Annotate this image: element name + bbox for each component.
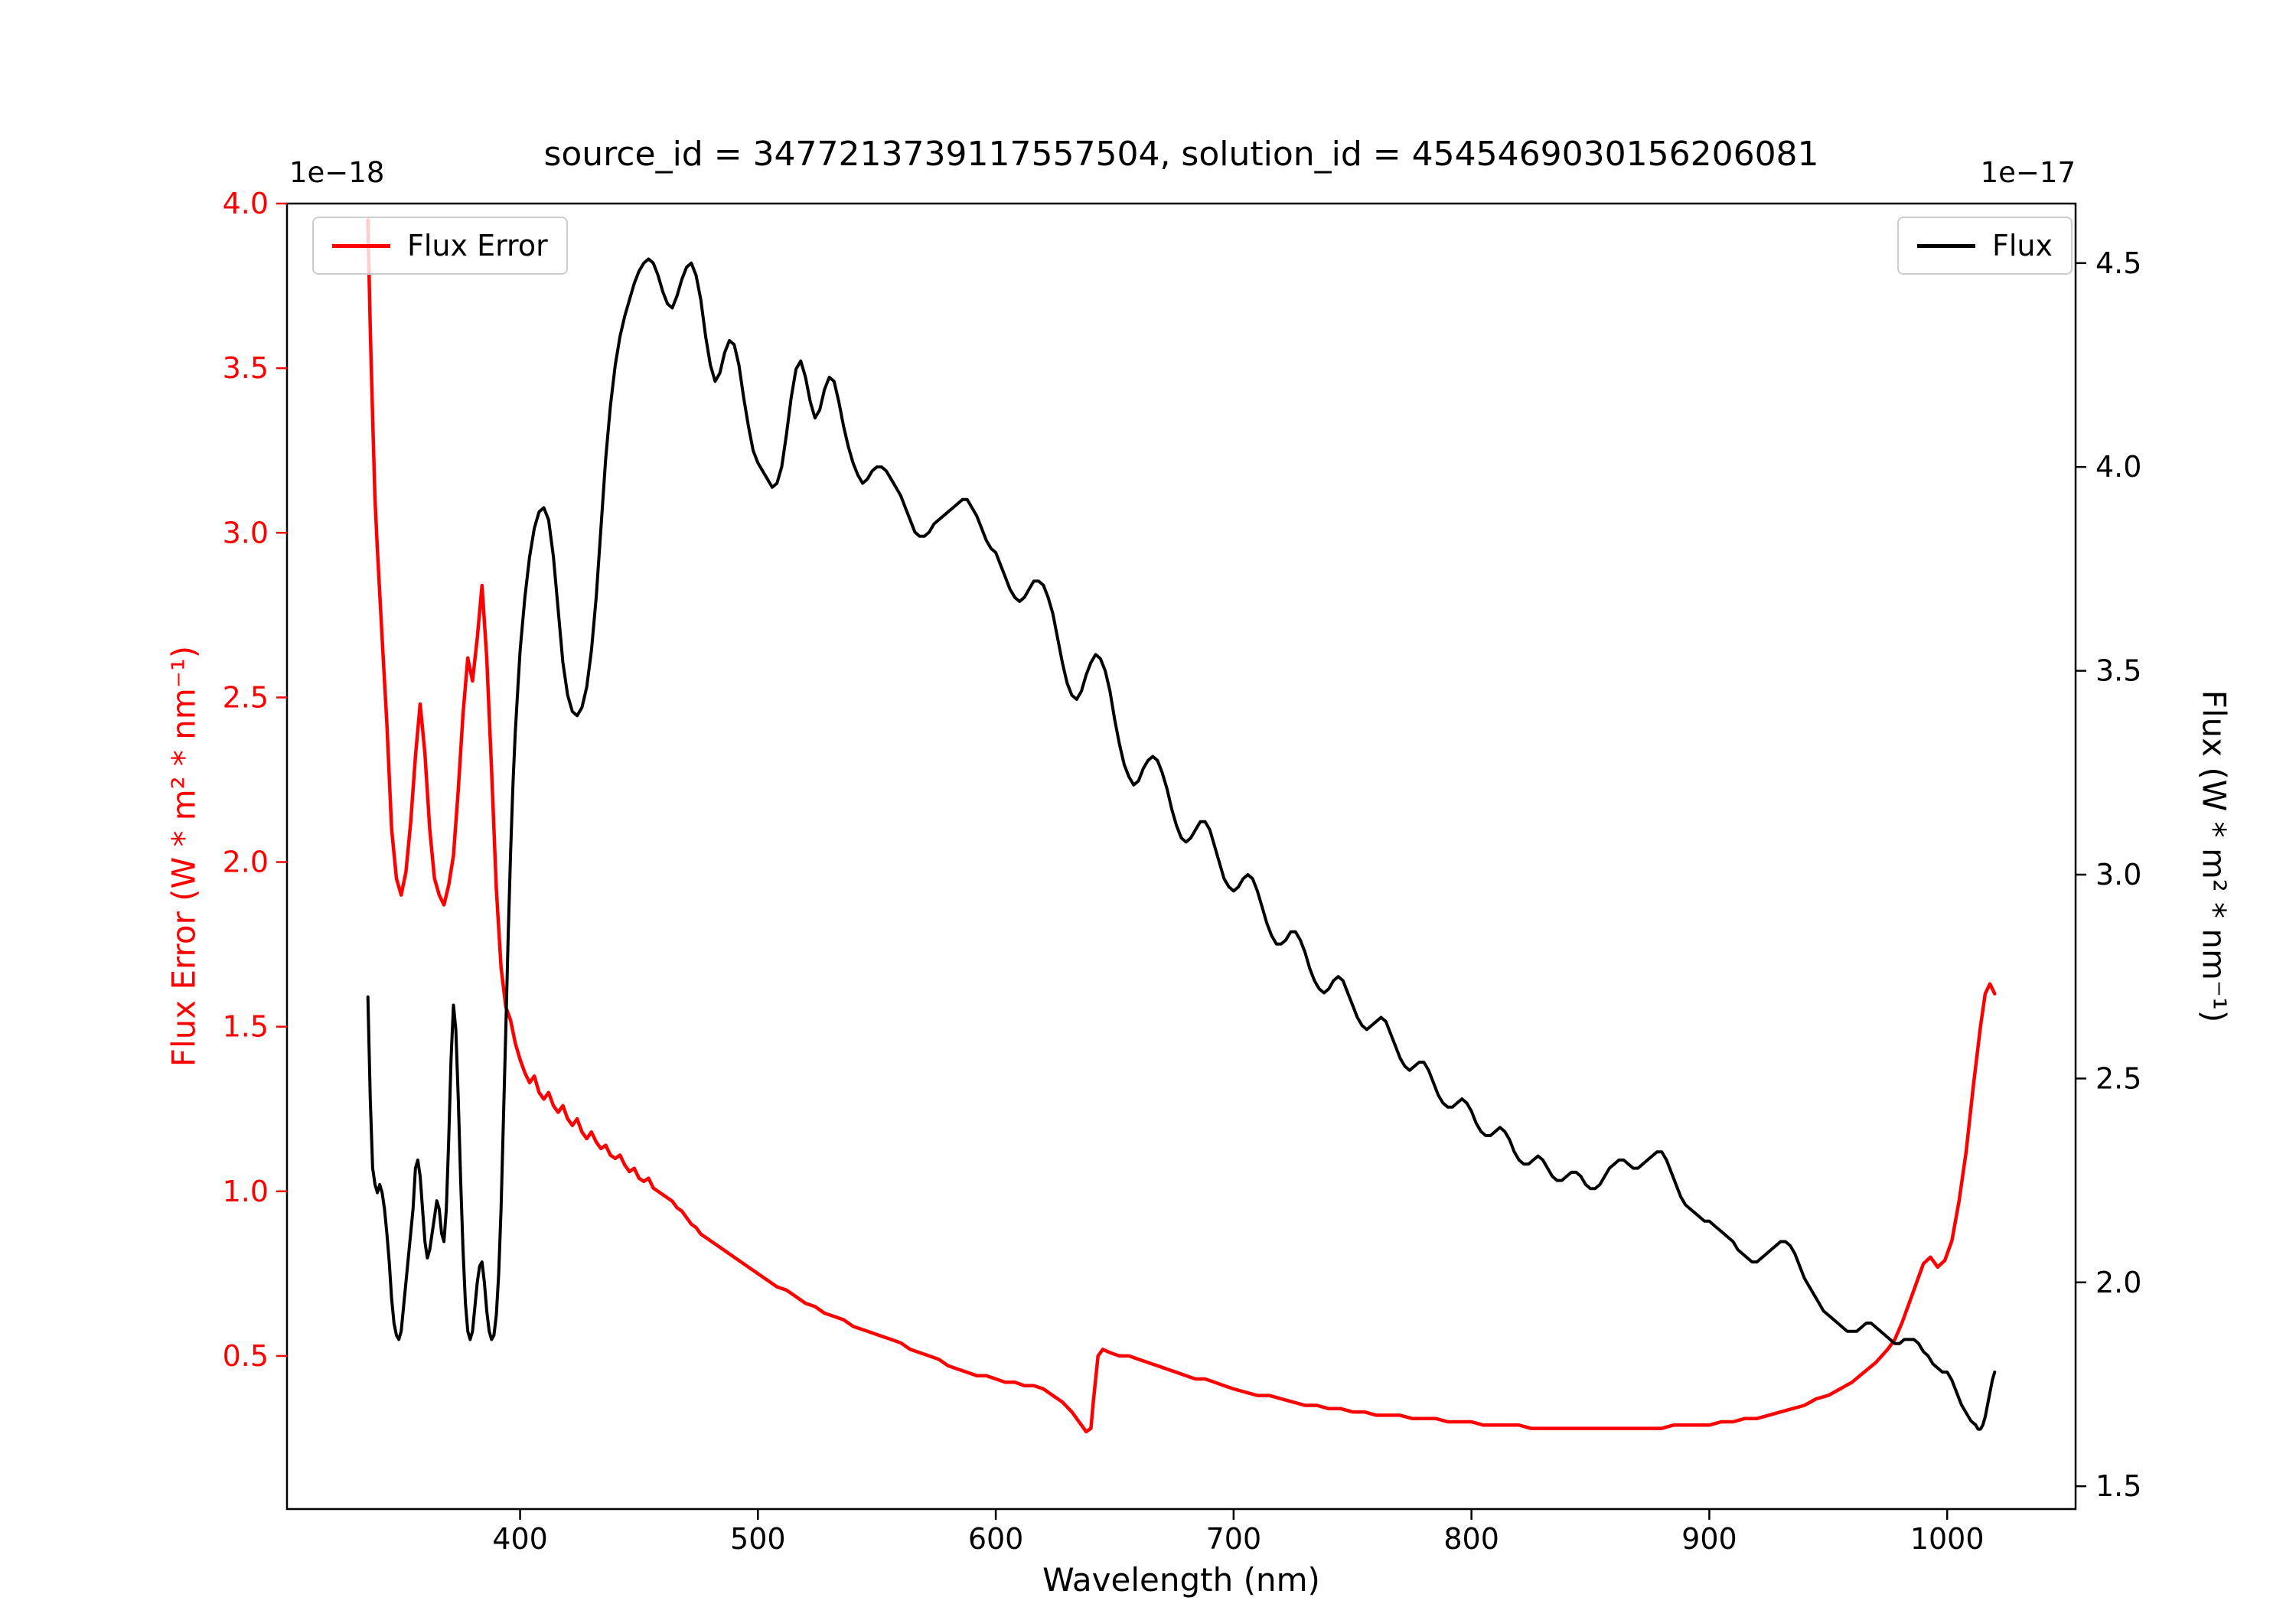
x-tick-label: 500 (730, 1522, 786, 1556)
left-y-axis-label: Flux Error (W * m² * nm⁻¹) (165, 645, 203, 1068)
y-left-tick-label: 0.5 (223, 1339, 269, 1373)
flux-error-line (366, 218, 1997, 1434)
flux-error-legend-line-sample (332, 243, 390, 248)
legend-flux-error: Flux Error (312, 217, 568, 275)
chart-title: source_id = 3477213739117557504, solutio… (543, 135, 1819, 174)
y-left-tick-label: 3.0 (223, 516, 269, 549)
x-axis-label: Wavelength (nm) (1042, 1561, 1320, 1599)
right-axis-offset-text: 1e−17 (1980, 156, 2076, 189)
flux-line (366, 257, 1997, 1431)
y-left-tick-label: 3.5 (223, 351, 269, 385)
right-y-axis-label: Flux (W * m² * nm⁻¹) (2195, 689, 2233, 1023)
left-axis-offset-text: 1e−18 (289, 156, 385, 189)
y-right-tick-label: 3.5 (2095, 654, 2141, 688)
flux-legend-label: Flux (1992, 229, 2053, 262)
tick-labels: 400 500 600 700 800 900 1000 0.5 1.0 1.5 2.0 2.5 3.0… (223, 187, 2142, 1556)
axes-spines (285, 202, 2077, 1511)
x-tick-label: 900 (1681, 1522, 1737, 1556)
flux-error-legend-label: Flux Error (407, 229, 548, 262)
x-tick-label: 400 (492, 1522, 548, 1556)
flux-legend-line-sample (1917, 243, 1975, 248)
y-left-tick-label: 4.0 (223, 187, 269, 220)
tick-marks (276, 202, 2086, 1520)
y-left-tick-label: 1.0 (223, 1175, 269, 1208)
x-tick-label: 700 (1206, 1522, 1262, 1556)
legend-flux: Flux (1897, 217, 2073, 275)
y-right-tick-label: 2.5 (2095, 1061, 2141, 1095)
y-right-tick-label: 3.0 (2095, 858, 2141, 892)
y-right-tick-label: 2.0 (2095, 1266, 2141, 1299)
y-left-tick-label: 2.0 (223, 846, 269, 879)
y-left-tick-label: 2.5 (223, 680, 269, 714)
x-tick-label: 600 (968, 1522, 1024, 1556)
y-right-tick-label: 4.0 (2095, 450, 2141, 484)
y-left-tick-label: 1.5 (223, 1010, 269, 1044)
curves-group (366, 218, 1997, 1434)
x-tick-label: 800 (1443, 1522, 1499, 1556)
x-tick-label: 1000 (1910, 1522, 1985, 1556)
y-right-tick-label: 1.5 (2095, 1469, 2141, 1503)
y-right-tick-label: 4.5 (2095, 246, 2141, 280)
